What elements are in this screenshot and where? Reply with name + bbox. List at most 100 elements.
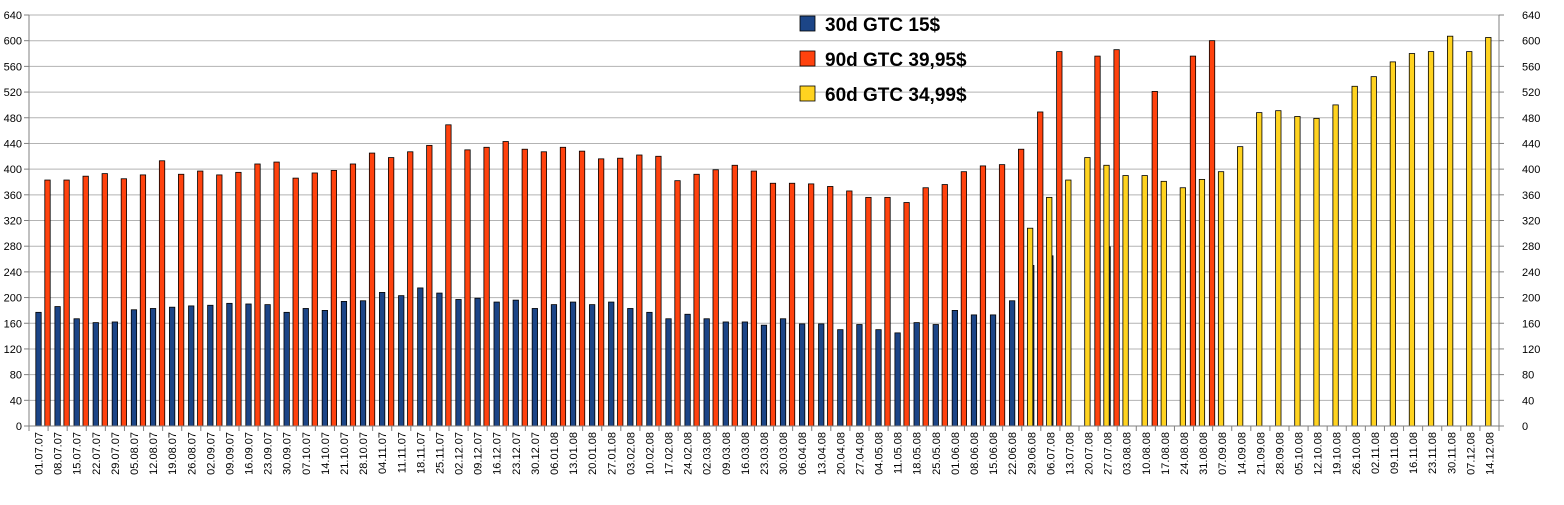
y-tick-label-right: 560 [1522,61,1540,73]
y-tick-label-left: 600 [4,36,22,48]
y-tick-label-right: 40 [1522,395,1534,407]
bar [655,155,662,427]
bar [884,196,891,427]
bar [139,174,147,427]
bar [951,310,958,427]
bar [302,308,309,427]
bar [188,305,195,427]
x-tick-label: 20.01.08 [587,432,599,475]
bar [913,322,920,427]
bar [741,321,748,427]
bar [865,196,872,427]
bar [922,187,929,427]
bar [559,146,567,427]
bar [1217,171,1225,427]
bar [1237,146,1244,427]
bar [1427,51,1435,427]
bar [760,324,768,427]
x-tick-label: 01.06.08 [950,432,962,475]
y-tick-label-right: 160 [1522,318,1540,330]
y-tick-label-right: 360 [1522,190,1540,202]
bar [932,324,939,427]
bar [44,179,51,427]
bar [330,170,337,427]
bar [321,310,328,427]
x-tick-label: 10.08.08 [1141,432,1153,475]
bar [436,292,443,427]
bar [531,308,538,427]
x-tick-label: 18.05.08 [912,432,924,475]
bar [311,172,318,427]
x-tick-label: 11.05.08 [893,432,905,474]
bar [960,171,967,427]
bar [474,297,481,427]
legend-label: 30d GTC 15$ [825,15,941,36]
x-tick-label: 06.01.08 [549,432,561,475]
x-tick-label: 02.09.07 [205,432,217,475]
x-tick-label: 28.10.07 [358,432,370,475]
x-tick-label: 21.09.08 [1255,432,1267,475]
bar [1027,227,1034,427]
bar [1466,51,1473,427]
bar [502,141,509,427]
bar [178,173,185,427]
y-tick-label-left: 360 [4,190,22,202]
bar [731,164,738,427]
y-tick-label-left: 160 [4,318,22,330]
x-tick-label: 29.06.08 [1026,432,1038,475]
bar [417,287,424,427]
bar [636,154,643,427]
legend-label: 60d GTC 34,99$ [825,85,967,106]
y-tick-label-right: 240 [1522,267,1540,279]
x-tick-label: 22.06.08 [1007,432,1019,475]
x-tick-label: 13.04.08 [816,432,828,475]
x-tick-label: 01.07.07 [34,432,46,475]
x-tick-label: 26.08.07 [186,432,198,475]
bar [1275,110,1282,427]
bar [1256,112,1263,427]
x-tick-label: 02.11.08 [1370,432,1382,474]
bar [398,295,405,427]
x-tick-label: 24.08.08 [1179,432,1191,475]
y-tick-label-left: 640 [4,10,22,22]
x-tick-label: 06.04.08 [797,432,809,475]
bar [674,180,681,427]
x-tick-label: 16.11.08 [1408,432,1420,474]
x-tick-label: 09.12.07 [473,432,485,475]
bar [941,184,948,427]
x-axis: 01.07.07 08.07.07 15.07.07 22.07.07 29.07.07… [34,432,1497,475]
y-tick-label-left: 560 [4,61,22,73]
bar [1485,37,1492,427]
bar [73,318,80,427]
bar [1018,148,1025,427]
x-tick-label: 05.10.08 [1294,432,1306,475]
bar [578,150,586,427]
bar [483,146,490,427]
y-tick-label-left: 320 [4,216,22,228]
y-axis-left: 0 40 80 120 160 200 240 280 320 360 400 440 480 520 56… [4,10,22,433]
legend: 30d GTC 15$ 90d GTC 39,95$ 60d GTC 34,99$ [799,15,967,106]
bar [1294,116,1301,427]
bar [368,152,376,427]
axes [24,14,1504,431]
bar [273,161,280,427]
bar [712,169,719,427]
x-tick-label: 23.09.07 [263,432,275,475]
bar [998,164,1006,427]
x-tick-label: 08.07.07 [53,432,65,475]
bar [1103,164,1110,427]
bar [149,308,157,427]
x-tick-label: 08.06.08 [969,432,981,475]
y-tick-label-left: 120 [4,344,22,356]
y-tick-label-right: 200 [1522,293,1540,305]
x-tick-label: 23.12.07 [511,432,523,475]
bar [970,314,978,427]
x-tick-label: 20.04.08 [835,432,847,475]
y-tick-label-left: 480 [4,113,22,125]
bar [750,170,757,427]
y-tick-label-right: 440 [1522,138,1540,150]
x-tick-label: 30.09.07 [282,432,294,475]
y-tick-label-right: 640 [1522,10,1540,22]
bar [569,301,577,427]
bar [846,190,853,427]
